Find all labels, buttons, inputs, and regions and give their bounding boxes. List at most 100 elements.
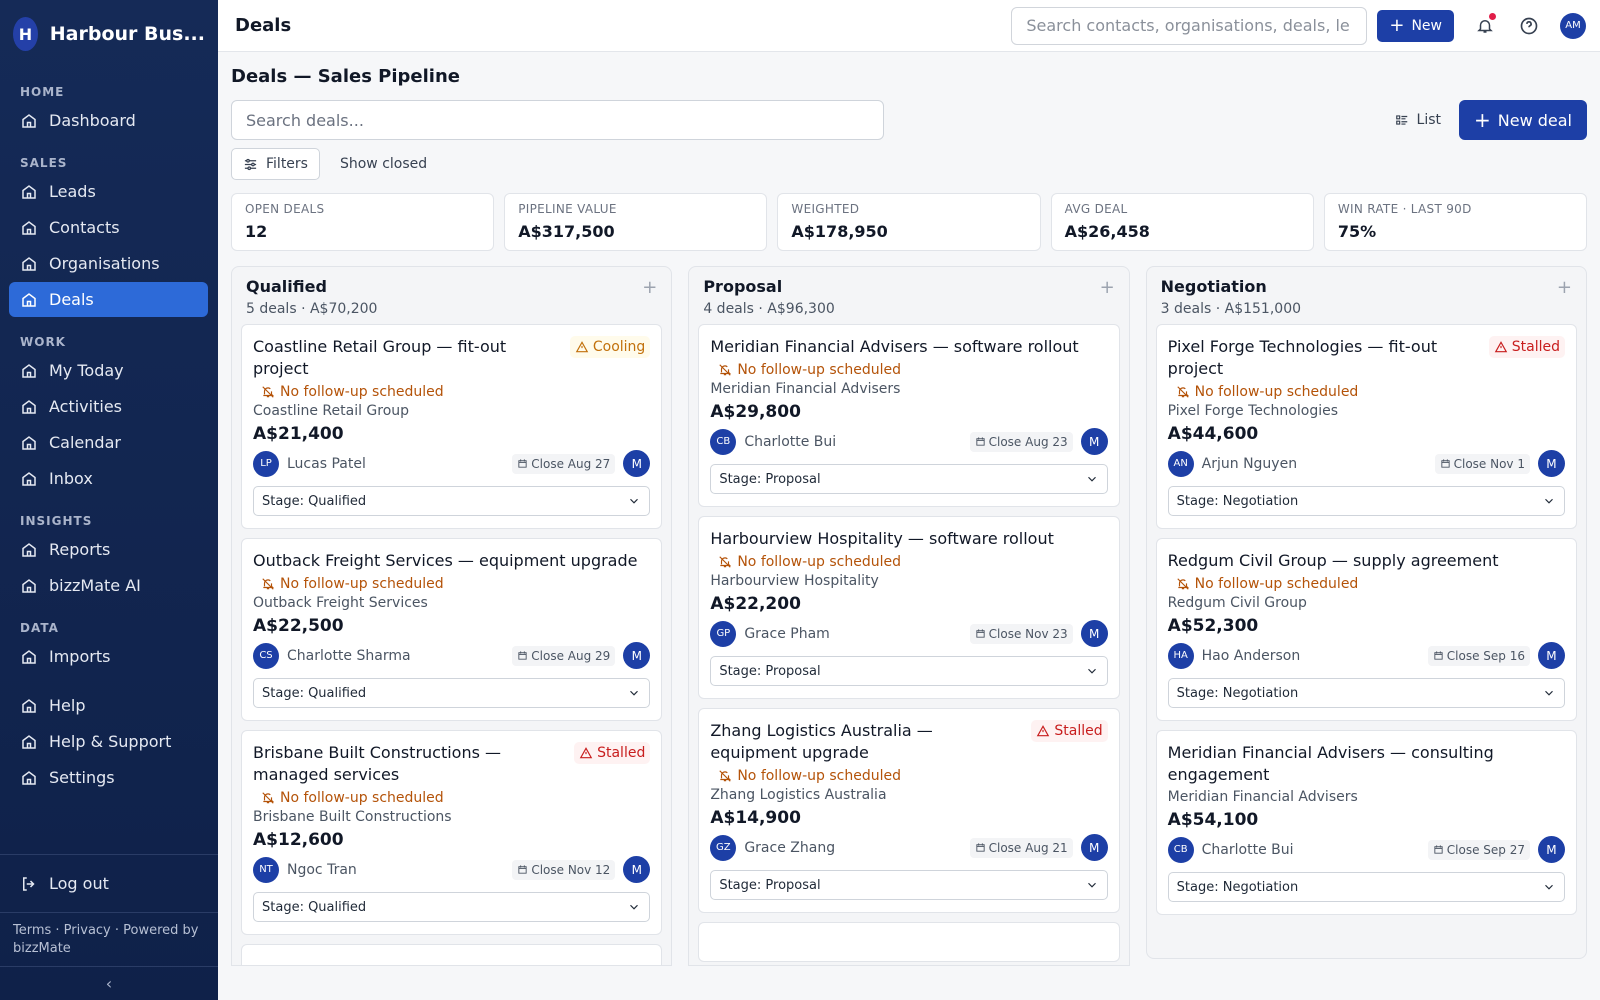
deal-amount: A$54,100 [1167, 810, 1259, 830]
logout-icon [23, 876, 35, 891]
nav-item[interactable]: Activities [9, 389, 208, 424]
add-deal[interactable]: + [642, 277, 658, 298]
toolbar: Search deals... List + New deal [231, 100, 1587, 140]
follow-up-warning: No follow-up scheduled [710, 768, 1107, 784]
brand[interactable]: H Harbour Bus... [0, 0, 218, 68]
new-button[interactable]: + New [1377, 9, 1454, 42]
list-button[interactable]: List [1395, 112, 1441, 128]
nav-item[interactable]: Organisations [9, 246, 208, 281]
add-deal[interactable]: + [1556, 277, 1572, 298]
nav-label: Dashboard [49, 111, 136, 130]
logout-area: Log out [0, 854, 218, 912]
section-heading: DATA [20, 621, 59, 635]
nav-item[interactable]: Help & Support [9, 724, 208, 759]
deal-card[interactable]: Outback Freight Services — equipment upg… [241, 538, 663, 721]
nav-item[interactable]: Dashboard [9, 103, 208, 138]
deal-title: Outback Freight Services — equipment upg… [253, 551, 638, 570]
new-deal-button[interactable]: + New deal [1459, 100, 1587, 140]
nav-item[interactable]: Calendar [9, 425, 208, 460]
global-search[interactable]: Search contacts, organisations, deals, l… [1011, 6, 1368, 45]
filters-button[interactable]: Filters [231, 148, 320, 180]
deal-card[interactable]: Redgum Civil Group — supply agreement No … [1155, 538, 1577, 721]
deal-amount: A$29,800 [710, 402, 801, 422]
nav-item[interactable]: Inbox [9, 461, 208, 496]
owner-avatar: CB [710, 428, 737, 455]
status-badge: Stalled [1031, 720, 1108, 742]
assignee: M [1537, 642, 1565, 669]
owner-name: Charlotte Sharma [287, 647, 411, 664]
deal-card[interactable]: Harbourview Hospitality — software rollo… [698, 516, 1120, 699]
close-label: Close Nov 23 [988, 626, 1068, 641]
section-heading: INSIGHTS [20, 514, 93, 528]
collapse[interactable]: ‹ [0, 966, 218, 1000]
nav-item[interactable]: Settings [9, 760, 208, 795]
deal-search[interactable]: Search deals... [231, 100, 884, 140]
nav-icon [22, 578, 36, 593]
stage-select[interactable]: Stage: Proposal [710, 656, 1108, 686]
deal-card[interactable]: Coastline Retail Group — fit-out project… [241, 324, 663, 529]
nav-item[interactable]: Deals [9, 282, 208, 317]
badge-icon [1037, 725, 1050, 737]
chevron-icon [1087, 476, 1096, 482]
stage-select[interactable]: Stage: Negotiation [1167, 678, 1565, 708]
close-label: Close Aug 27 [531, 456, 611, 471]
owner-name: Ngoc Tran [287, 861, 357, 878]
follow-up-warning: No follow-up scheduled [253, 384, 650, 400]
column-name: Negotiation [1160, 277, 1267, 296]
deal-amount: A$21,400 [253, 424, 344, 444]
stage-label: Stage: Qualified [262, 685, 367, 701]
follow-up-warning: No follow-up scheduled [1168, 576, 1565, 592]
chevron-icon [1545, 690, 1553, 696]
nav-item[interactable]: Imports [9, 639, 208, 674]
stage-select[interactable]: Stage: Proposal [710, 870, 1108, 900]
stage-select[interactable]: Stage: Negotiation [1167, 872, 1565, 902]
stage-select[interactable]: Stage: Qualified [253, 486, 651, 516]
user-avatar[interactable]: AM [1560, 12, 1586, 39]
notifications[interactable] [1472, 12, 1498, 39]
brand-name: Harbour Bus... [49, 23, 205, 45]
status-badge: Stalled [574, 742, 651, 764]
add-deal[interactable]: + [1099, 277, 1115, 298]
nav-item[interactable]: My Today [9, 353, 208, 388]
close-label: Close Aug 23 [988, 434, 1068, 449]
nav-icon [22, 770, 36, 785]
stat-value: A$26,458 [1064, 222, 1150, 241]
list-icon [1395, 115, 1407, 125]
deal-card[interactable]: Pixel Forge Technologies — fit-out proje… [1155, 324, 1577, 529]
deal-org: Meridian Financial Advisers [1167, 789, 1358, 805]
nav-item[interactable]: Reports [9, 532, 208, 567]
stage-select[interactable]: Stage: Negotiation [1167, 486, 1565, 516]
owner-name: Lucas Patel [287, 455, 366, 472]
deal-card[interactable]: Meridian Financial Advisers — consulting… [1155, 730, 1577, 915]
calendar-icon [1440, 459, 1450, 468]
logout[interactable]: Log out [9, 866, 208, 901]
close-date: Close Nov 12 [512, 859, 616, 880]
deal-title: Redgum Civil Group — supply agreement [1167, 551, 1499, 570]
deal-title: Meridian Financial Advisers — consulting… [1167, 743, 1494, 784]
assignee: M [1537, 450, 1565, 477]
notification-dot [1489, 12, 1496, 20]
help[interactable] [1516, 13, 1542, 39]
nav-icon [22, 113, 36, 128]
deal-card-partial [698, 922, 1120, 962]
assignee: M [1537, 836, 1565, 863]
owner-name: Grace Pham [744, 625, 830, 642]
stage-select[interactable]: Stage: Proposal [710, 464, 1108, 494]
warning-label: No follow-up scheduled [280, 384, 444, 400]
show-closed[interactable]: Show closed [339, 156, 428, 172]
deal-card[interactable]: Meridian Financial Advisers — software r… [698, 324, 1120, 507]
nav-item[interactable]: Contacts [9, 210, 208, 245]
close-date: Close Sep 16 [1427, 645, 1530, 666]
deal-card[interactable]: Brisbane Built Constructions — managed s… [241, 730, 663, 935]
nav-item[interactable]: Help [9, 688, 208, 723]
deal-card[interactable]: Zhang Logistics Australia — equipment up… [698, 708, 1120, 913]
stage-select[interactable]: Stage: Qualified [253, 892, 651, 922]
owner-row: LP Lucas Patel Close Aug 27 M [253, 450, 651, 477]
nav-item[interactable]: Leads [9, 174, 208, 209]
nav-icon [22, 734, 36, 749]
nav-item[interactable]: bizzMate AI [9, 568, 208, 603]
stage-select[interactable]: Stage: Qualified [253, 678, 651, 708]
plus-icon: + [1389, 15, 1405, 36]
calendar-icon [518, 651, 527, 660]
